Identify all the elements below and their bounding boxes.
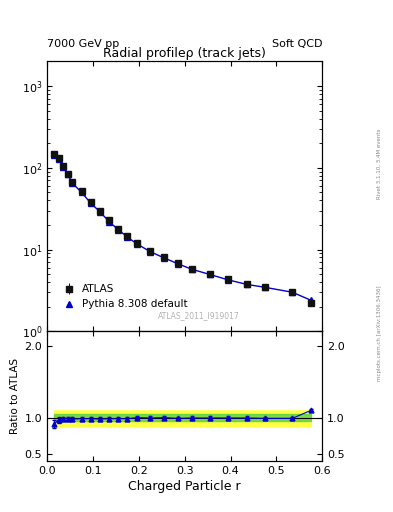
Text: mcplots.cern.ch [arXiv:1306.3436]: mcplots.cern.ch [arXiv:1306.3436] (377, 285, 382, 380)
Text: 7000 GeV pp: 7000 GeV pp (47, 38, 119, 49)
Pythia 8.308 default (116, 227, 121, 233)
X-axis label: Charged Particle r: Charged Particle r (129, 480, 241, 493)
Text: ATLAS_2011_I919017: ATLAS_2011_I919017 (158, 311, 239, 321)
Text: Rivet 3.1.10, 3.4M events: Rivet 3.1.10, 3.4M events (377, 129, 382, 199)
Pythia 8.308 default (226, 277, 231, 283)
Pythia 8.308 default (107, 219, 112, 225)
Legend: ATLAS, Pythia 8.308 default: ATLAS, Pythia 8.308 default (58, 281, 191, 313)
Pythia 8.308 default (134, 241, 139, 247)
Line: Pythia 8.308 default: Pythia 8.308 default (51, 152, 314, 303)
Y-axis label: Ratio to ATLAS: Ratio to ATLAS (10, 358, 20, 434)
Pythia 8.308 default (70, 180, 75, 186)
Pythia 8.308 default (125, 234, 130, 240)
Pythia 8.308 default (51, 152, 57, 158)
Pythia 8.308 default (162, 255, 167, 261)
Pythia 8.308 default (65, 172, 70, 178)
Pythia 8.308 default (61, 164, 66, 170)
Pythia 8.308 default (176, 261, 180, 267)
Pythia 8.308 default (97, 209, 102, 215)
Pythia 8.308 default (79, 189, 84, 196)
Pythia 8.308 default (88, 200, 93, 206)
Pythia 8.308 default (290, 289, 295, 295)
Pythia 8.308 default (244, 281, 249, 287)
Pythia 8.308 default (208, 271, 212, 278)
Pythia 8.308 default (56, 156, 61, 162)
Pythia 8.308 default (263, 284, 267, 290)
Text: Soft QCD: Soft QCD (272, 38, 322, 49)
Pythia 8.308 default (189, 266, 194, 272)
Pythia 8.308 default (309, 297, 313, 303)
Pythia 8.308 default (148, 249, 152, 255)
Title: Radial profileρ (track jets): Radial profileρ (track jets) (103, 47, 266, 60)
